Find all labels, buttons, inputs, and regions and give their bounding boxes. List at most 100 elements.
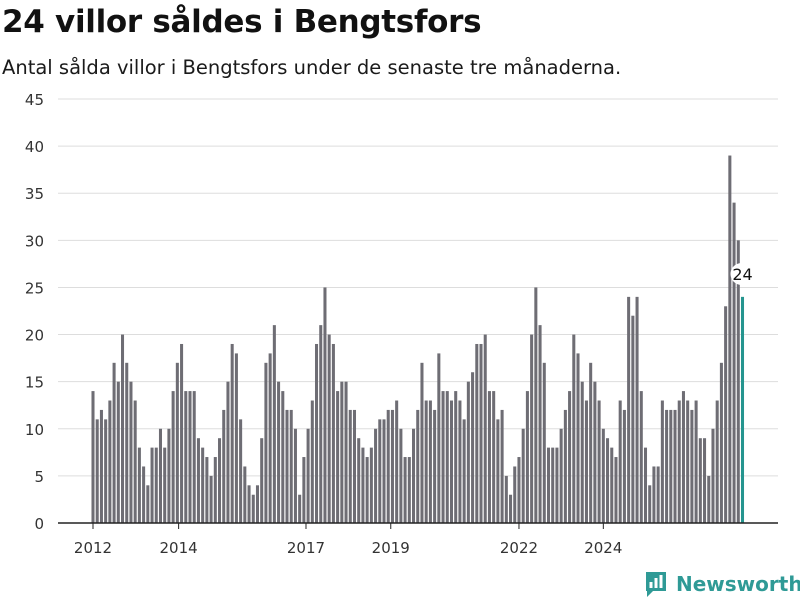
bar[interactable]	[551, 447, 555, 523]
bar[interactable]	[584, 400, 588, 523]
bar[interactable]	[348, 409, 352, 523]
bar[interactable]	[277, 381, 281, 523]
bar[interactable]	[395, 400, 399, 523]
bar[interactable]	[403, 457, 407, 523]
bar[interactable]	[399, 428, 403, 523]
bar[interactable]	[234, 353, 238, 523]
bar[interactable]	[635, 296, 639, 523]
bar[interactable]	[239, 419, 243, 523]
bar[interactable]	[116, 381, 120, 523]
bar[interactable]	[711, 428, 715, 523]
bar[interactable]	[374, 428, 378, 523]
bar[interactable]	[327, 334, 331, 523]
bar[interactable]	[601, 428, 605, 523]
bar[interactable]	[171, 391, 175, 523]
bar[interactable]	[154, 447, 158, 523]
bar[interactable]	[357, 438, 361, 523]
bar[interactable]	[99, 409, 103, 523]
bar[interactable]	[466, 381, 470, 523]
bar[interactable]	[597, 400, 601, 523]
bar[interactable]	[694, 400, 698, 523]
bar[interactable]	[293, 428, 297, 523]
bar[interactable]	[513, 466, 517, 523]
bar[interactable]	[268, 353, 272, 523]
bar[interactable]	[412, 428, 416, 523]
bar[interactable]	[542, 362, 546, 523]
bar[interactable]	[129, 381, 133, 523]
bar[interactable]	[496, 419, 500, 523]
bar[interactable]	[386, 409, 390, 523]
bar[interactable]	[589, 362, 593, 523]
bar[interactable]	[530, 334, 534, 523]
bar[interactable]	[336, 391, 340, 523]
bar[interactable]	[184, 391, 188, 523]
bar[interactable]	[534, 287, 538, 523]
bar[interactable]	[648, 485, 652, 523]
bar[interactable]	[500, 409, 504, 523]
bar[interactable]	[555, 447, 559, 523]
bar[interactable]	[150, 447, 154, 523]
bar[interactable]	[606, 438, 610, 523]
bar[interactable]	[517, 457, 521, 523]
bar[interactable]	[681, 391, 685, 523]
bar[interactable]	[487, 391, 491, 523]
bar[interactable]	[222, 409, 226, 523]
bar[interactable]	[142, 466, 146, 523]
bar[interactable]	[492, 391, 496, 523]
bar[interactable]	[652, 466, 656, 523]
bar[interactable]	[656, 466, 660, 523]
bar[interactable]	[420, 362, 424, 523]
bar[interactable]	[538, 325, 542, 523]
bar[interactable]	[665, 409, 669, 523]
bar[interactable]	[209, 475, 213, 523]
bar[interactable]	[572, 334, 576, 523]
bar[interactable]	[509, 494, 513, 523]
bar[interactable]	[95, 419, 99, 523]
bar[interactable]	[361, 447, 365, 523]
bar[interactable]	[471, 372, 475, 523]
bar[interactable]	[331, 343, 335, 523]
bar[interactable]	[302, 457, 306, 523]
bar[interactable]	[133, 400, 137, 523]
bar[interactable]	[715, 400, 719, 523]
bar[interactable]	[255, 485, 260, 523]
bar[interactable]	[352, 409, 357, 523]
bar[interactable]	[643, 447, 648, 523]
bar-latest[interactable]	[740, 296, 745, 523]
bar[interactable]	[437, 353, 441, 523]
bar[interactable]	[732, 202, 736, 523]
bar[interactable]	[125, 362, 129, 523]
bar[interactable]	[719, 362, 723, 523]
bar[interactable]	[525, 391, 529, 523]
bar[interactable]	[382, 419, 386, 523]
bar[interactable]	[416, 409, 420, 523]
bar[interactable]	[458, 400, 462, 523]
bar[interactable]	[449, 400, 454, 523]
bar[interactable]	[289, 409, 293, 523]
bar[interactable]	[344, 381, 348, 523]
bar[interactable]	[369, 447, 373, 523]
bar[interactable]	[137, 447, 141, 523]
bar[interactable]	[593, 381, 597, 523]
bar[interactable]	[610, 447, 614, 523]
bar[interactable]	[121, 334, 125, 523]
bar[interactable]	[576, 353, 580, 523]
bar[interactable]	[91, 391, 95, 523]
bar[interactable]	[669, 409, 673, 523]
bar[interactable]	[260, 438, 264, 523]
bar[interactable]	[251, 494, 255, 523]
bar[interactable]	[310, 400, 314, 523]
bar[interactable]	[445, 391, 449, 523]
bar[interactable]	[703, 438, 707, 523]
bar[interactable]	[285, 409, 289, 523]
bar[interactable]	[563, 409, 567, 523]
bar[interactable]	[196, 438, 200, 523]
bar[interactable]	[340, 381, 344, 523]
bar[interactable]	[315, 343, 319, 523]
newsworthy-logo[interactable]: Newsworthy	[644, 568, 800, 600]
bar[interactable]	[319, 325, 323, 523]
bar[interactable]	[323, 287, 327, 523]
bar[interactable]	[454, 391, 458, 523]
bar[interactable]	[213, 457, 217, 523]
bar[interactable]	[378, 419, 382, 523]
